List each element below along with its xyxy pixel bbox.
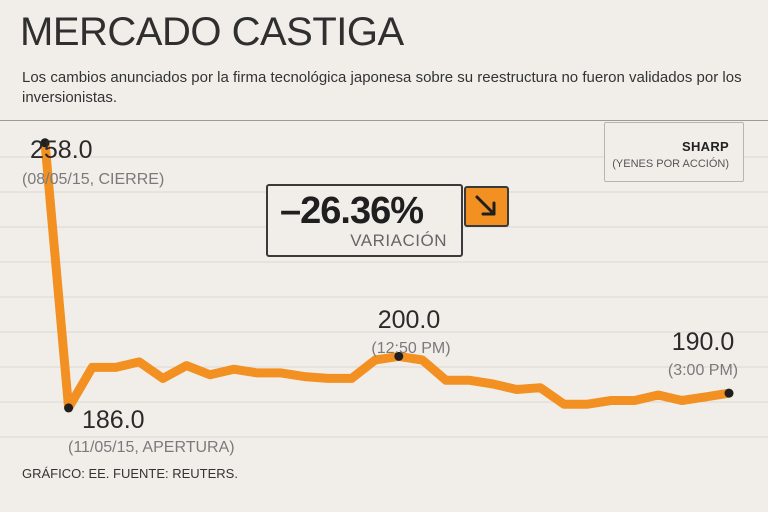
data-labels: 258.0 (08/05/15, CIERRE) 186.0 (11/05/15, A…: [22, 136, 738, 456]
data-label-value: 190.0: [672, 328, 735, 356]
header-divider: [0, 120, 768, 121]
legend-units: (YENES POR ACCIÓN): [612, 158, 729, 170]
data-label-note: (08/05/15, CIERRE): [22, 171, 164, 188]
data-label-note: (12:50 PM): [371, 340, 450, 357]
highlight-point: [394, 351, 404, 361]
highlight-point: [40, 138, 50, 148]
source-footer: GRÁFICO: EE. FUENTE: REUTERS.: [22, 466, 238, 481]
highlight-points: [40, 138, 734, 413]
variation-value: –26.36%: [280, 190, 424, 232]
arrow-down-right-icon: [464, 186, 509, 227]
data-label-note: (11/05/15, APERTURA): [68, 439, 235, 456]
legend-title: SHARP: [681, 139, 729, 154]
data-label-value: 200.0: [378, 306, 441, 334]
data-label-note: (3:00 PM): [668, 362, 738, 379]
data-label-value: 258.0: [30, 136, 93, 164]
data-label-value: 186.0: [82, 406, 145, 434]
page-title: MERCADO CASTIGA: [20, 10, 404, 54]
series-line-sharp: [40, 138, 734, 413]
highlight-point: [64, 403, 74, 413]
legend-box: SHARP (YENES POR ACCIÓN): [604, 122, 744, 182]
highlight-point: [724, 388, 734, 398]
page-subtitle: Los cambios anunciados por la firma tecn…: [22, 69, 742, 106]
variation-box: –26.36% VARIACIÓN: [266, 184, 463, 257]
variation-label: VARIACIÓN: [350, 231, 447, 250]
